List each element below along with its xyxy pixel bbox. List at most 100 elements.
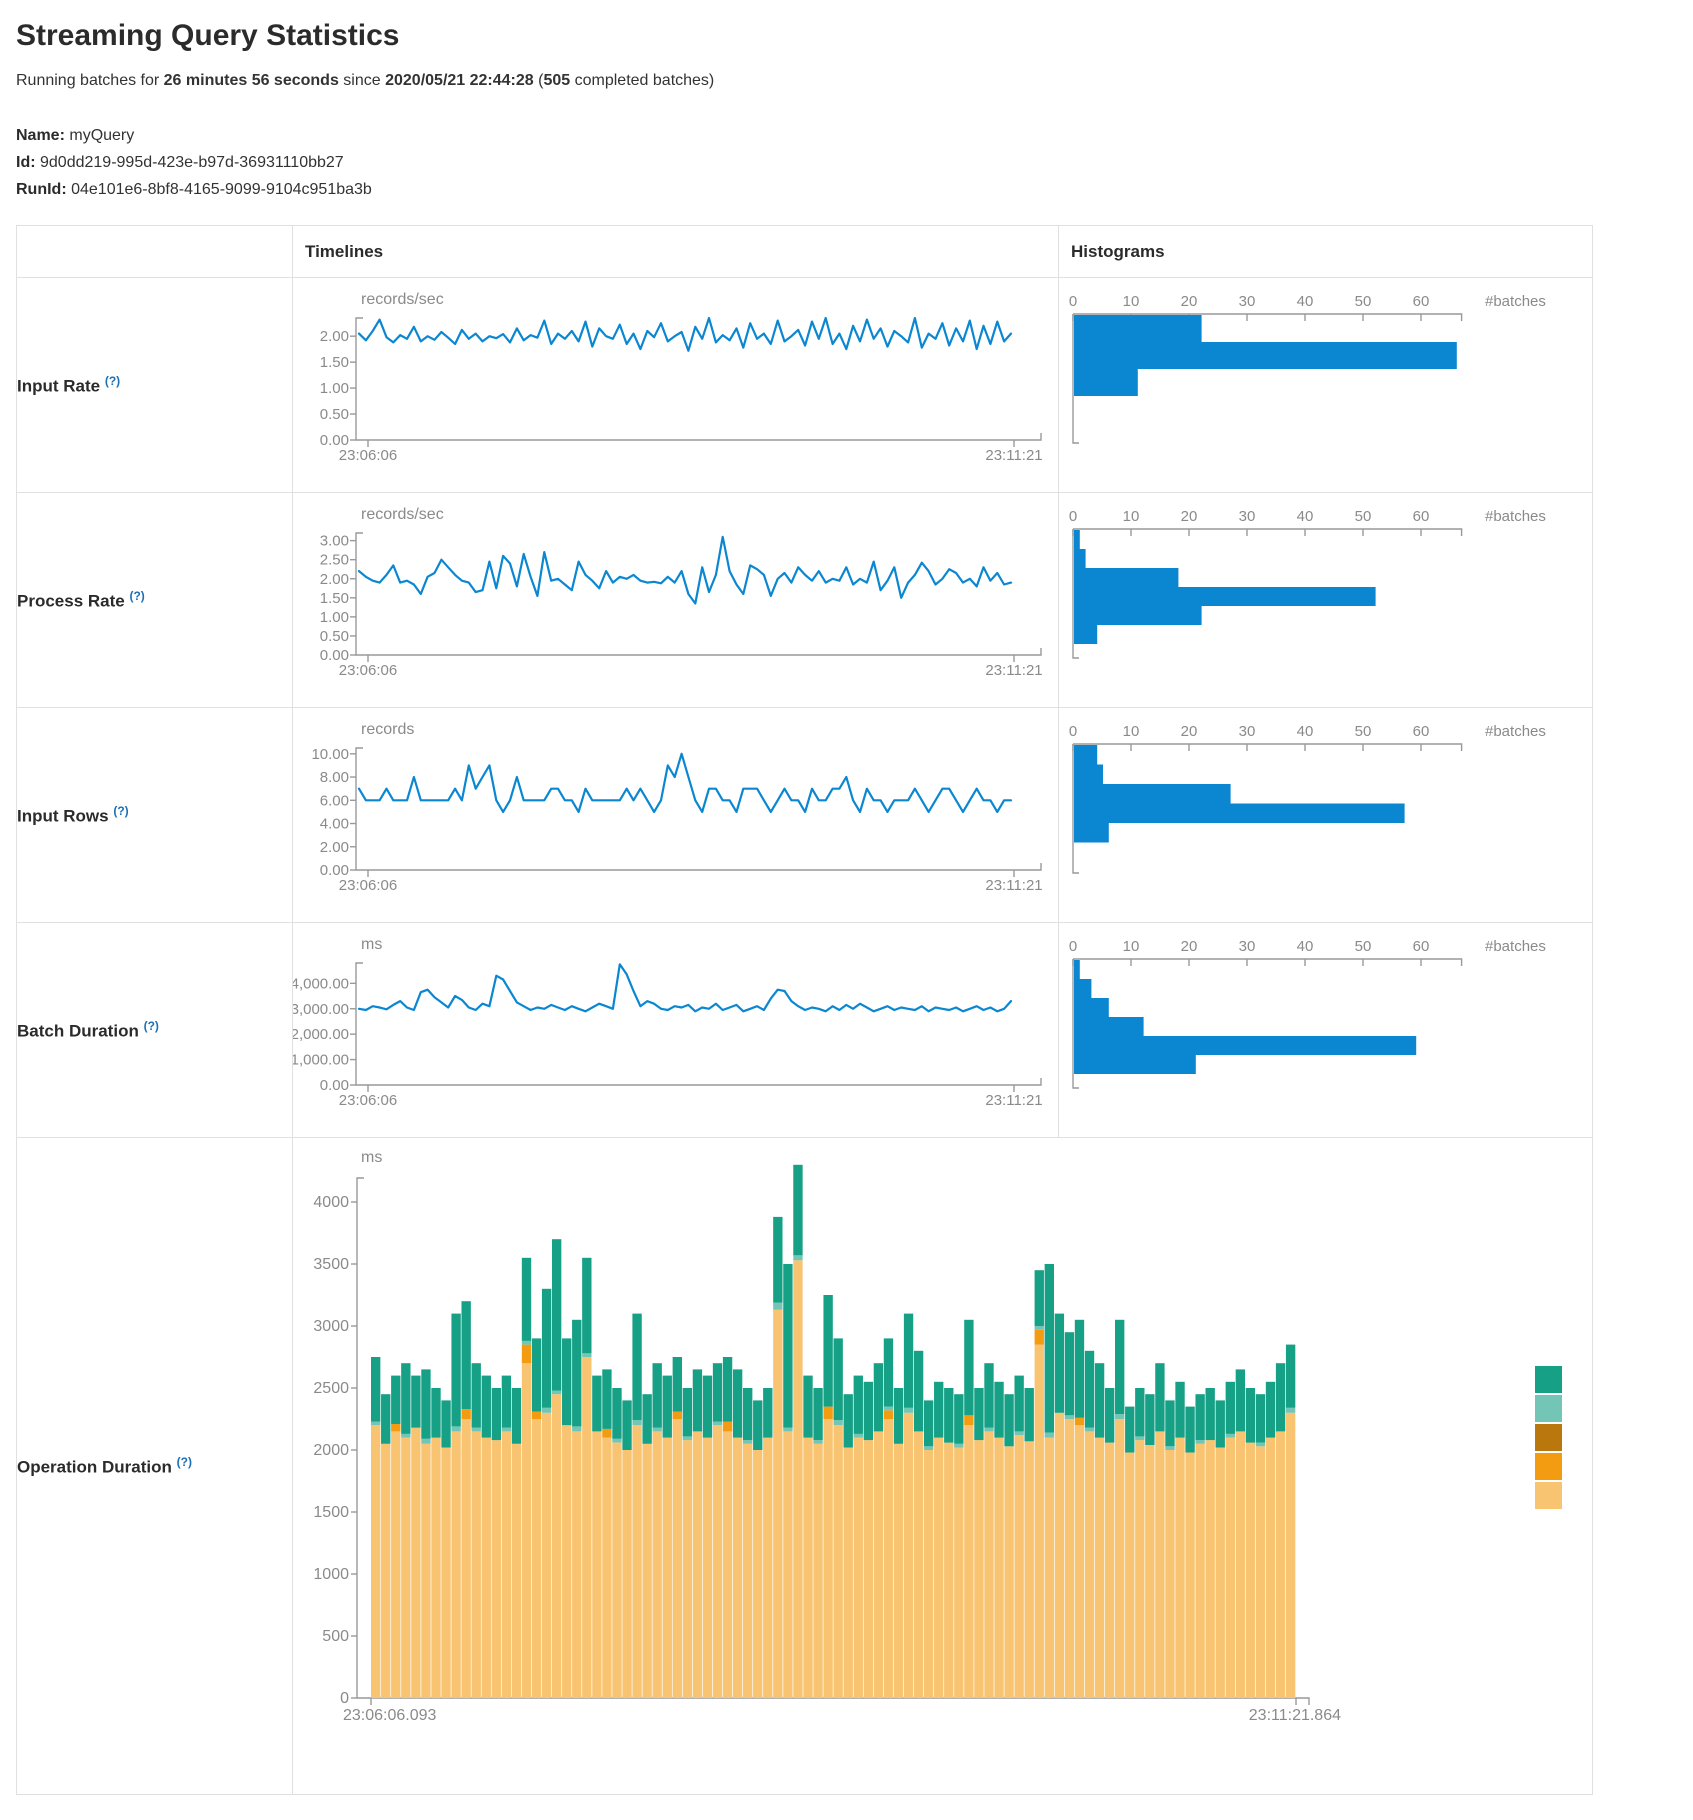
histogram-axes [1072,528,1463,659]
svg-text:23:06:06: 23:06:06 [339,447,397,464]
query-runid-line: RunId: 04e101e6-8bf8-4165-9099-9104c951b… [16,176,1677,203]
timeline-line-series [357,316,1013,352]
op-legend-swatch [1535,1482,1562,1509]
query-id-line: Id: 9d0dd219-995d-423e-b97d-36931110bb27 [16,149,1677,176]
batch-duration-timeline-cell: ms 0.00 1,000.00 2,000.00 3,000.00 4,000.00 23… [292,922,1059,1138]
process-rate-histogram-cell: 0 10 20 30 40 50 60 #batches [1058,492,1593,708]
svg-text:40: 40 [1297,938,1314,955]
operation-duration-label-cell: Operation Duration (?) [16,1137,293,1795]
input-rows-label: Input Rows [17,806,109,826]
svg-text:20: 20 [1181,508,1198,525]
operation-duration-help-link[interactable]: (?) [176,1454,192,1469]
svg-text:60: 60 [1413,293,1430,310]
svg-text:30: 30 [1239,938,1256,955]
svg-text:0: 0 [1069,293,1077,310]
operation-duration-svg: ms 0 500 1000 1500 2000 2500 3000 3500 4000 23:06:… [313,1149,1562,1724]
query-name-line: Name: myQuery [16,122,1677,149]
running-duration: 26 minutes 56 seconds [163,72,339,89]
timeline-line-series [357,752,1013,814]
svg-text:60: 60 [1413,938,1430,955]
batch-duration-help-link[interactable]: (?) [143,1018,159,1033]
svg-text:23:11:21: 23:11:21 [985,877,1042,894]
svg-text:30: 30 [1239,723,1256,740]
histogram-bars [1074,960,1417,1074]
batch-duration-histogram-cell: 0 10 20 30 40 50 60 #batches [1058,922,1593,1138]
svg-text:2.00: 2.00 [320,328,349,345]
histogram-svg: 0 10 20 30 40 50 60 #batches [1069,938,1546,1089]
svg-text:30: 30 [1239,293,1256,310]
op-legend-swatch [1535,1366,1562,1393]
svg-text:50: 50 [1355,508,1372,525]
process-rate-label: Process Rate [17,591,125,611]
operation-duration-row: Operation Duration (?) ms 0 500 1000 1500 200… [16,1137,1593,1795]
svg-text:#batches: #batches [1485,938,1546,955]
histogram-svg: 0 10 20 30 40 50 60 #batches [1069,293,1546,444]
running-prefix: Running batches for [16,72,160,89]
id-value: 9d0dd219-995d-423e-b97d-36931110bb27 [40,154,344,171]
svg-text:40: 40 [1297,293,1314,310]
svg-text:40: 40 [1297,508,1314,525]
process-rate-timeline-cell: records/sec 0.00 0.50 1.00 1.50 2.00 2.50 3.00 2… [292,492,1059,708]
batch-duration-row: Batch Duration (?) ms 0.00 1,000.00 2,000.0… [16,922,1593,1138]
svg-text:20: 20 [1181,293,1198,310]
svg-text:3,000.00: 3,000.00 [293,1001,349,1018]
input-rows-help-link[interactable]: (?) [113,803,129,818]
svg-text:1.50: 1.50 [320,354,349,371]
op-legend-swatch [1535,1453,1562,1480]
svg-text:0.00: 0.00 [320,1077,349,1094]
histogram-svg: 0 10 20 30 40 50 60 #batches [1069,723,1546,874]
completed-suffix: completed batches) [574,72,715,89]
process-rate-timeline-chart: records/sec 0.00 0.50 1.00 1.50 2.00 2.50 3.00 2… [293,493,1058,706]
name-label: Name: [16,127,65,144]
svg-text:50: 50 [1355,938,1372,955]
id-label: Id: [16,154,36,171]
op-stacked-bars [371,1164,1296,1698]
histogram-bars [1074,530,1376,644]
svg-text:4.00: 4.00 [320,816,349,833]
input-rows-row: Input Rows (?) records 0.00 2.00 4.00 6.00 8.… [16,707,1593,923]
batch-duration-histogram-chart: 0 10 20 30 40 50 60 #batches [1059,923,1592,1136]
svg-text:40: 40 [1297,723,1314,740]
svg-text:60: 60 [1413,508,1430,525]
runid-value: 04e101e6-8bf8-4165-9099-9104c951ba3b [71,181,372,198]
svg-text:10: 10 [1123,938,1140,955]
svg-text:3.00: 3.00 [320,533,349,550]
histogram-svg: 0 10 20 30 40 50 60 #batches [1069,508,1546,659]
op-legend [1535,1366,1562,1509]
batch-duration-timeline-chart: ms 0.00 1,000.00 2,000.00 3,000.00 4,000.00 23… [293,923,1058,1136]
svg-text:1500: 1500 [313,1504,349,1521]
input-rate-help-link[interactable]: (?) [104,373,121,388]
running-summary: Running batches for 26 minutes 56 second… [16,72,1677,90]
since-word: since [343,72,381,89]
svg-text:2.00: 2.00 [320,839,349,856]
input-rate-row: Input Rate (?) records/sec 0.00 0.50 1.00 1.… [16,277,1593,493]
corner-cell [16,225,293,278]
svg-text:2000: 2000 [313,1442,349,1459]
svg-text:3000: 3000 [313,1318,349,1335]
svg-text:0: 0 [1069,508,1077,525]
svg-text:20: 20 [1181,938,1198,955]
svg-text:50: 50 [1355,723,1372,740]
timelines-column-header: Timelines [292,225,1059,278]
stats-table: Timelines Histograms Input Rate (?) reco… [16,225,1593,1795]
batch-duration-label-cell: Batch Duration (?) [16,922,293,1138]
process-rate-help-link[interactable]: (?) [129,588,145,603]
svg-text:10: 10 [1123,723,1140,740]
svg-text:6.00: 6.00 [320,792,349,809]
svg-text:8.00: 8.00 [320,769,349,786]
page-title: Streaming Query Statistics [16,19,400,52]
svg-text:23:11:21.864: 23:11:21.864 [1249,1707,1341,1724]
svg-text:1.00: 1.00 [320,380,349,397]
svg-text:10: 10 [1123,293,1140,310]
svg-text:60: 60 [1413,723,1430,740]
timeline-svg: ms 0.00 1,000.00 2,000.00 3,000.00 4,000.00 23… [293,936,1043,1109]
svg-text:10.00: 10.00 [311,746,349,763]
svg-text:0: 0 [1069,723,1077,740]
svg-text:0.00: 0.00 [320,432,349,449]
svg-text:0.50: 0.50 [320,406,349,423]
svg-text:ms: ms [361,1149,382,1166]
paren-open: ( [538,72,544,89]
timeline-line-series [357,535,1013,605]
svg-text:#batches: #batches [1485,723,1546,740]
